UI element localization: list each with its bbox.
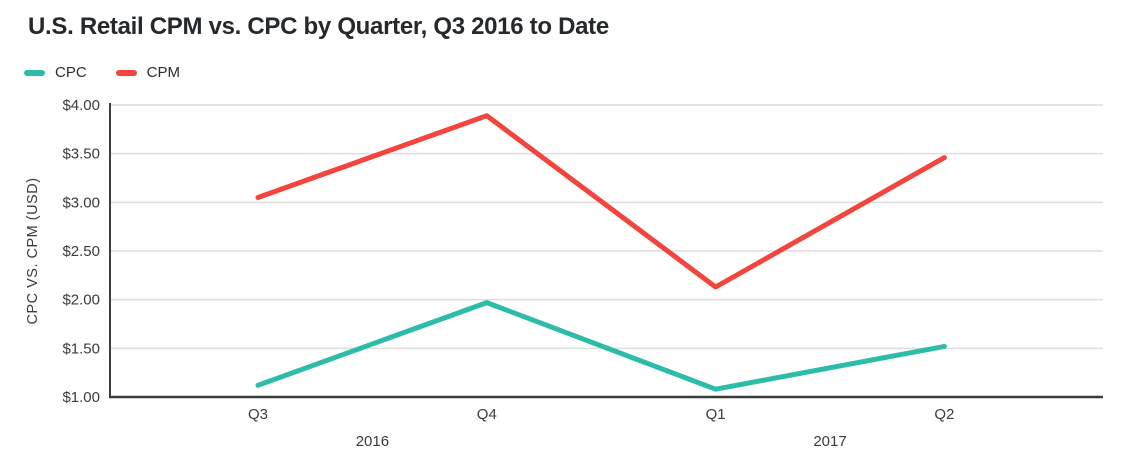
legend-item-cpm[interactable]: CPM [115, 64, 181, 81]
chart-title: U.S. Retail CPM vs. CPC by Quarter, Q3 2… [28, 13, 609, 40]
legend: CPC CPM [24, 64, 180, 81]
cpm-legend-swatch [115, 69, 137, 76]
y-tick-label: $4.00 [62, 97, 100, 114]
cpc-line [255, 300, 947, 392]
legend-item-cpc[interactable]: CPC [24, 64, 87, 81]
cpm-legend-label: CPM [146, 64, 181, 81]
y-tick-label: $1.00 [62, 389, 100, 406]
x-tick-label: Q2 [934, 406, 954, 423]
x-tick-label: Q1 [706, 406, 726, 423]
y-tick-label: $1.50 [62, 340, 100, 357]
x-tick-label: Q3 [248, 406, 268, 423]
y-tick-label: $3.00 [62, 194, 100, 211]
cpm-line [255, 113, 947, 290]
year-label: 2016 [356, 433, 389, 450]
cpc-legend-label: CPC [55, 64, 87, 81]
year-label: 2017 [813, 433, 846, 450]
y-tick-label: $3.50 [62, 146, 100, 163]
y-axis-title: CPC VS. CPM (USD) [25, 177, 41, 324]
y-tick-label: $2.50 [62, 243, 100, 260]
y-tick-label: $2.00 [62, 292, 100, 309]
x-tick-label: Q4 [477, 406, 497, 423]
cpc-legend-swatch [24, 69, 45, 76]
